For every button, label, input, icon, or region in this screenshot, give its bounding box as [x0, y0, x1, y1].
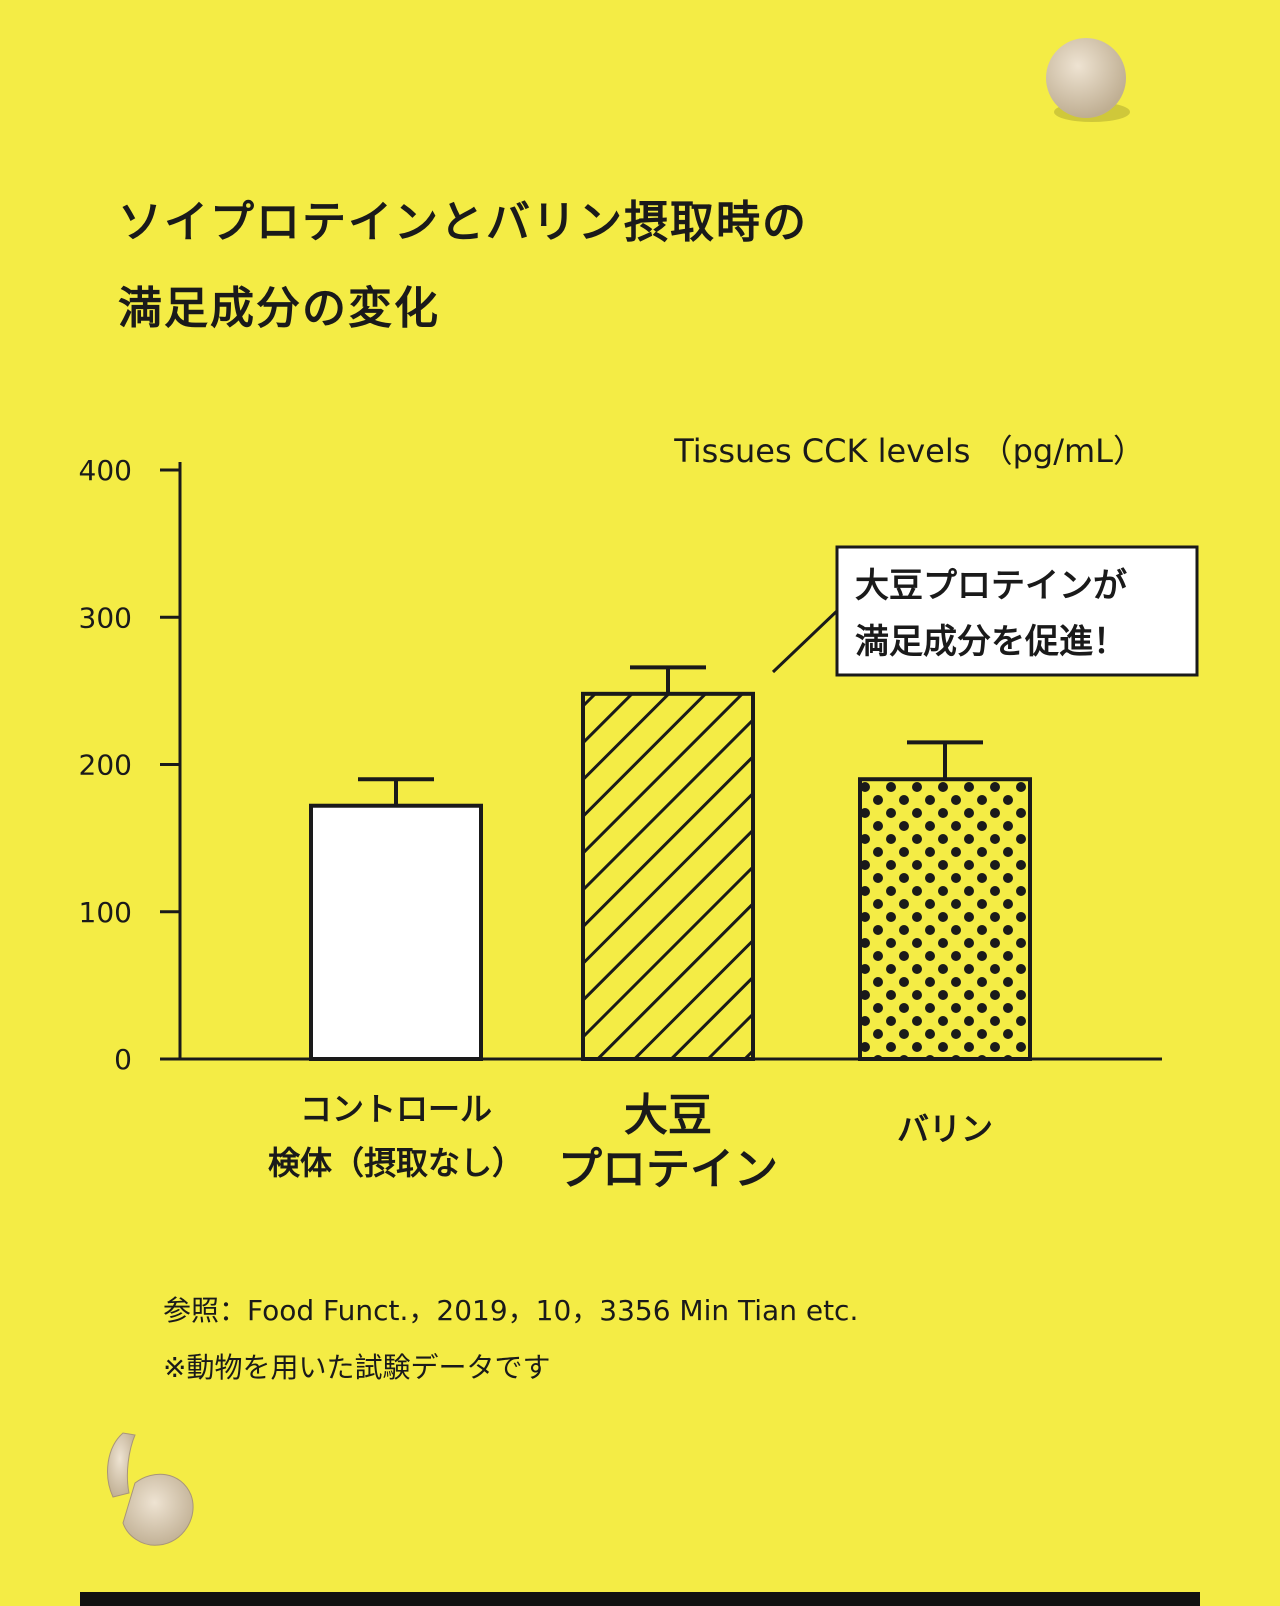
references: 参照：Food Funct.，2019，10，3356 Min Tian etc… — [163, 1282, 858, 1396]
x-tick-label: 大豆 — [624, 1090, 712, 1141]
x-tick-label: プロテイン — [558, 1144, 778, 1195]
callout-text: 満足成分を促進！ — [855, 622, 1127, 662]
bar — [309, 803, 483, 1061]
title-line-2: 満足成分の変化 — [118, 283, 440, 334]
reference-note: ※動物を用いた試験データです — [163, 1351, 551, 1384]
bar-chart: Tissues CCK levels （pg/mL） 0 100 200 300 400 コ… — [79, 432, 1199, 1195]
chart-title: ソイプロテインとバリン摂取時の 満足成分の変化 — [118, 180, 808, 352]
y-tick-label: 0 — [114, 1043, 132, 1076]
y-tick-label: 100 — [79, 896, 132, 929]
x-tick-label: 検体（摂取なし） — [268, 1144, 524, 1182]
bar — [581, 691, 755, 1061]
x-tick-label: コントロール — [300, 1090, 492, 1128]
x-tick-label: バリン — [897, 1110, 993, 1148]
pill-icon — [1046, 38, 1130, 122]
bar — [858, 777, 1032, 1061]
y-tick-label: 300 — [79, 601, 132, 634]
callout-pointer — [771, 608, 840, 674]
callout-box — [835, 545, 1199, 677]
y-axis-label: Tissues CCK levels （pg/mL） — [673, 432, 1145, 470]
callout-text: 大豆プロテインが — [855, 566, 1127, 606]
y-tick-label: 200 — [79, 749, 132, 782]
bottom-bar — [80, 1592, 1200, 1606]
y-tick-label: 400 — [79, 454, 132, 487]
title-line-1: ソイプロテインとバリン摂取時の — [118, 197, 808, 248]
split-pill-icon — [107, 1432, 194, 1546]
reference-source: 参照：Food Funct.，2019，10，3356 Min Tian etc… — [163, 1294, 859, 1327]
